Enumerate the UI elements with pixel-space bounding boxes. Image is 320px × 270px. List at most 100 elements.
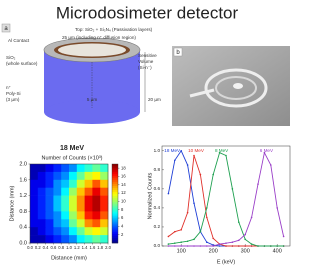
heatmap-cell	[30, 235, 38, 243]
colorbar-band	[112, 172, 118, 174]
x-tick-label: 0.2	[35, 245, 41, 250]
x-tick-label: 0.4	[43, 245, 49, 250]
heatmap-cell	[38, 211, 46, 219]
x-tick-label: 1.4	[82, 245, 88, 250]
data-point	[257, 245, 259, 247]
heatmap-cell	[30, 164, 38, 172]
data-point	[264, 245, 266, 247]
heatmap-cell	[38, 235, 46, 243]
data-point	[251, 217, 253, 219]
heatmap-cell	[69, 227, 77, 235]
colorbar-band	[112, 180, 118, 182]
colorbar-band	[112, 235, 118, 237]
heatmap-cell	[46, 180, 54, 188]
y-axis-label: Distance (mm)	[9, 185, 15, 221]
colorbar-band	[112, 198, 118, 200]
x-tick-label: 1.8	[97, 245, 103, 250]
heatmap-cell	[38, 164, 46, 172]
heatmap-cell	[92, 164, 100, 172]
heatmap-cell	[30, 204, 38, 212]
colorbar-band	[112, 233, 118, 235]
heatmap-cell	[61, 204, 69, 212]
heatmap-cell	[61, 180, 69, 188]
y-axis-label: Normalized Counts	[147, 172, 153, 219]
x-tick-label: 1.6	[89, 245, 95, 250]
sensitive-label: (Si-n⁻)	[138, 65, 152, 70]
colorbar-band	[112, 164, 118, 166]
heatmap-cell	[61, 235, 69, 243]
heatmap-cell	[85, 219, 93, 227]
y-tick-label: 0.4	[154, 205, 161, 210]
data-point	[244, 239, 246, 241]
colorbar-band	[112, 174, 118, 176]
y-tick-label: 1.0	[154, 148, 161, 153]
heatmap-cell	[38, 172, 46, 180]
x-tick-label: 1.0	[66, 245, 72, 250]
heatmap-cell	[61, 211, 69, 219]
heatmap-cell	[69, 180, 77, 188]
y-tick-label: 0.4	[19, 225, 27, 231]
data-point	[225, 155, 227, 157]
data-point	[257, 183, 259, 185]
heatmap-cell	[77, 211, 85, 219]
colorbar-tick-label: 14	[121, 182, 126, 187]
heatmap-cell	[100, 188, 108, 196]
heatmap-cell	[100, 235, 108, 243]
heatmap-cell	[77, 204, 85, 212]
heatmap-cell	[38, 219, 46, 227]
heatmap-cell	[46, 211, 54, 219]
colorbar-band	[112, 184, 118, 186]
colorbar-band	[112, 213, 118, 215]
colorbar-band	[112, 200, 118, 202]
data-point	[219, 245, 221, 247]
plot-frame	[162, 146, 290, 246]
poly-label: Poly-Si	[6, 91, 21, 96]
colorbar-band	[112, 207, 118, 209]
y-tick-label: 0.2	[154, 224, 161, 229]
colorbar-band	[112, 225, 118, 227]
heatmap-cell	[53, 172, 61, 180]
colorbar-band	[112, 204, 118, 206]
data-point	[193, 155, 195, 157]
data-point	[187, 245, 189, 247]
heatmap-cell	[46, 196, 54, 204]
colorbar-band	[112, 209, 118, 211]
data-point	[232, 241, 234, 243]
colorbar-tick-label: 18	[121, 165, 126, 170]
heatmap-cell	[53, 164, 61, 172]
series-label: 10 MeV	[188, 148, 205, 153]
heatmap-cell	[30, 211, 38, 219]
heatmap-cell	[30, 227, 38, 235]
data-point	[193, 245, 195, 247]
x-tick-label: 200	[209, 248, 218, 254]
sio2-label: SiO₂	[6, 55, 16, 60]
data-point	[244, 245, 246, 247]
x-tick-label: 0.8	[58, 245, 64, 250]
heatmap-cell	[38, 196, 46, 204]
heatmap-cell	[69, 211, 77, 219]
heatmap-cell	[92, 227, 100, 235]
colorbar-tick-label: 12	[121, 190, 126, 195]
colorbar-tick-label: 8	[121, 207, 124, 212]
data-point	[283, 236, 285, 238]
data-point	[187, 240, 189, 242]
colorbar-band	[112, 182, 118, 184]
cylinder-bottom	[44, 100, 140, 124]
series-label: 6 MeV	[260, 148, 274, 153]
figure: Microdosimeter detector a Top: SiO₂ + Si…	[0, 0, 294, 270]
colorbar-band	[112, 192, 118, 194]
heatmap-cell	[30, 188, 38, 196]
data-point	[212, 238, 214, 240]
x-tick-label: 100	[177, 248, 186, 254]
heatmap-cell	[53, 196, 61, 204]
data-point	[270, 164, 272, 166]
heatmap-cell	[46, 164, 54, 172]
heatmap-cell	[92, 219, 100, 227]
data-point	[174, 231, 176, 233]
heatmap-cell	[46, 172, 54, 180]
data-point	[225, 242, 227, 244]
data-point	[174, 159, 176, 161]
heatmap-cell	[38, 180, 46, 188]
heatmap-cell	[53, 219, 61, 227]
data-point	[276, 207, 278, 209]
